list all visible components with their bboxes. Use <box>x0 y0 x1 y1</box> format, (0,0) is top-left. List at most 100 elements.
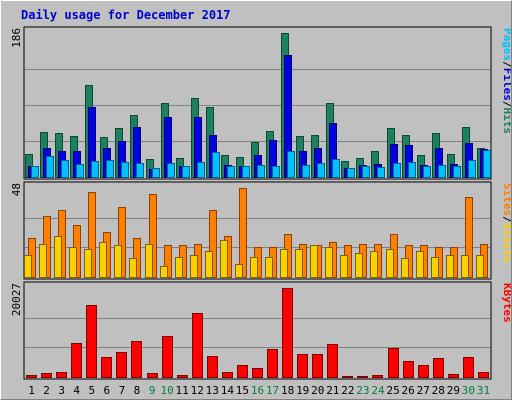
kbytes-bar-day-20 <box>312 354 323 378</box>
pages-bar-day-18 <box>287 151 295 178</box>
kbytes-bar-day-28 <box>433 358 444 378</box>
kbytes-bar-day-30 <box>463 357 474 378</box>
kbytes-bar-day-10 <box>162 336 173 378</box>
legend-entry: Sites <box>501 183 511 216</box>
kbytes-bar-day-16 <box>252 368 263 378</box>
kbytes-ymax-label: 20027 <box>10 283 23 316</box>
day-label-25: 25 <box>386 384 399 397</box>
pages-bar-day-2 <box>46 156 54 178</box>
day-label-19: 19 <box>296 384 309 397</box>
legend-entry: Visits <box>501 223 511 263</box>
pages-bar-day-24 <box>377 167 385 178</box>
day-label-20: 20 <box>311 384 324 397</box>
day-label-17: 17 <box>266 384 279 397</box>
pages-bar-day-26 <box>408 162 416 178</box>
day-label-11: 11 <box>176 384 189 397</box>
day-label-5: 5 <box>88 384 95 397</box>
kbytes-bar-day-5 <box>86 305 97 378</box>
sites-bar-day-18 <box>280 249 288 278</box>
kbytes-bar-day-27 <box>418 365 429 378</box>
day-label-15: 15 <box>236 384 249 397</box>
sites-bar-day-14 <box>220 240 228 278</box>
pages-bar-day-9 <box>152 168 160 178</box>
pages-bar-day-6 <box>106 160 114 178</box>
visits-ymax-label: 48 <box>10 183 23 196</box>
sites-bar-day-30 <box>461 255 469 278</box>
day-label-23: 23 <box>356 384 369 397</box>
day-label-4: 4 <box>73 384 80 397</box>
sites-bar-day-23 <box>355 253 363 278</box>
sites-bar-day-19 <box>295 249 303 278</box>
pages-bar-day-16 <box>257 165 265 178</box>
sites-bar-day-7 <box>114 245 122 278</box>
legend-entry: / <box>501 216 511 223</box>
day-label-10: 10 <box>160 384 173 397</box>
pages-bar-day-27 <box>423 166 431 178</box>
day-label-8: 8 <box>134 384 141 397</box>
kbytes-bar-day-7 <box>116 352 127 378</box>
sites-bar-day-2 <box>39 244 47 278</box>
kbytes-bar-day-17 <box>267 349 278 378</box>
day-label-30: 30 <box>462 384 475 397</box>
pages-bar-day-31 <box>483 150 491 178</box>
day-label-7: 7 <box>119 384 126 397</box>
legend-entry: Files <box>501 68 511 101</box>
kbytes-bar-day-2 <box>41 373 52 378</box>
kbytes-bar-day-19 <box>297 354 308 378</box>
pages-bar-day-28 <box>438 165 446 178</box>
sites-bar-day-24 <box>370 251 378 278</box>
day-label-27: 27 <box>417 384 430 397</box>
sites-bar-day-1 <box>24 255 32 278</box>
hits-legend: Pages/Files/Hits <box>501 28 511 134</box>
day-label-13: 13 <box>206 384 219 397</box>
pages-bar-day-21 <box>332 159 340 178</box>
kbytes-bar-day-4 <box>71 343 82 378</box>
sites-bar-day-5 <box>84 249 92 278</box>
kbytes-bar-day-31 <box>478 372 489 378</box>
day-label-18: 18 <box>281 384 294 397</box>
sites-bar-day-21 <box>325 247 333 278</box>
day-label-29: 29 <box>447 384 460 397</box>
sites-bar-day-28 <box>431 257 439 278</box>
pages-bar-day-12 <box>197 162 205 178</box>
kbytes-bar-day-13 <box>207 356 218 378</box>
sites-bar-day-25 <box>386 249 394 278</box>
sites-bar-day-3 <box>54 236 62 278</box>
pages-bar-day-7 <box>121 162 129 178</box>
kbytes-bar-day-29 <box>448 374 459 378</box>
sites-bar-day-11 <box>175 257 183 278</box>
day-label-1: 1 <box>28 384 35 397</box>
pages-bar-day-4 <box>76 164 84 178</box>
sites-bar-day-17 <box>265 257 273 278</box>
pages-bar-day-20 <box>317 163 325 178</box>
kbytes-bar-day-1 <box>26 375 37 378</box>
pages-bar-day-8 <box>136 163 144 178</box>
day-label-12: 12 <box>191 384 204 397</box>
day-label-16: 16 <box>251 384 264 397</box>
kbytes-bar-day-26 <box>403 361 414 378</box>
day-label-26: 26 <box>402 384 415 397</box>
sites-bar-day-16 <box>250 257 258 278</box>
sites-bar-day-26 <box>401 258 409 278</box>
sites-bar-day-4 <box>69 247 77 278</box>
day-label-6: 6 <box>104 384 111 397</box>
pages-bar-day-3 <box>61 160 69 178</box>
day-label-3: 3 <box>58 384 65 397</box>
pages-bar-day-25 <box>393 163 401 178</box>
day-label-21: 21 <box>326 384 339 397</box>
pages-bar-day-19 <box>302 165 310 178</box>
day-label-31: 31 <box>477 384 490 397</box>
sites-bar-day-8 <box>129 258 137 278</box>
pages-bar-day-23 <box>362 166 370 178</box>
legend-entry: / <box>501 101 511 108</box>
pages-bar-day-22 <box>347 168 355 178</box>
chart-title: Daily usage for December 2017 <box>21 8 231 22</box>
pages-bar-day-30 <box>468 160 476 178</box>
legend-entry: Pages <box>501 28 511 61</box>
day-label-22: 22 <box>341 384 354 397</box>
sites-bar-day-31 <box>476 255 484 278</box>
visits-legend: Sites/Visits <box>501 183 511 263</box>
pages-bar-day-14 <box>227 166 235 178</box>
kbytes-bar-day-12 <box>192 313 203 378</box>
